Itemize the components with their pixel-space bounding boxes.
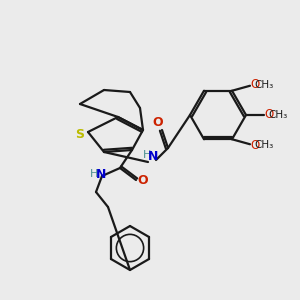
Text: CH₃: CH₃ <box>268 110 288 120</box>
Text: CH₃: CH₃ <box>254 80 274 90</box>
Text: O: O <box>138 173 148 187</box>
Text: O: O <box>153 116 163 128</box>
Text: CH₃: CH₃ <box>254 140 274 150</box>
Text: N: N <box>148 151 158 164</box>
Text: O: O <box>250 78 260 91</box>
Text: H: H <box>143 150 151 160</box>
Text: O: O <box>264 109 274 122</box>
Text: H: H <box>90 169 98 179</box>
Text: S: S <box>76 128 85 142</box>
Text: N: N <box>96 167 106 181</box>
Text: O: O <box>250 139 260 152</box>
